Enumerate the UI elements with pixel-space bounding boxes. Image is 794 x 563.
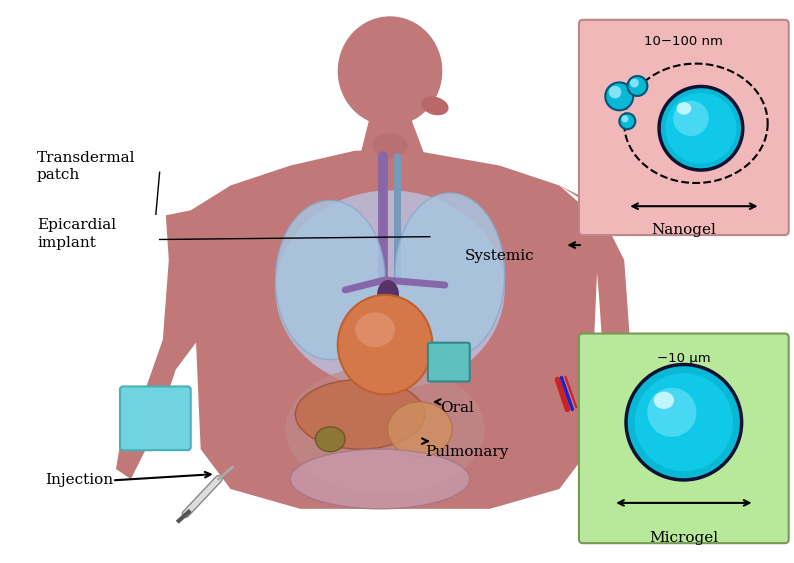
FancyBboxPatch shape — [579, 20, 788, 235]
Ellipse shape — [659, 87, 742, 170]
Text: Systemic: Systemic — [464, 249, 534, 263]
Text: Microgel: Microgel — [649, 531, 718, 545]
Ellipse shape — [295, 379, 425, 449]
Ellipse shape — [291, 449, 470, 509]
Ellipse shape — [285, 365, 484, 494]
Text: −10 μm: −10 μm — [657, 351, 711, 364]
Ellipse shape — [315, 427, 345, 452]
Ellipse shape — [337, 16, 442, 126]
Text: Transdermal
patch: Transdermal patch — [37, 151, 136, 182]
Ellipse shape — [647, 388, 696, 437]
FancyBboxPatch shape — [120, 386, 191, 450]
Ellipse shape — [337, 295, 433, 395]
Circle shape — [619, 113, 635, 129]
Text: Nanogel: Nanogel — [651, 223, 716, 236]
Text: Oral: Oral — [441, 400, 474, 414]
Ellipse shape — [276, 190, 505, 390]
Polygon shape — [360, 116, 425, 155]
Ellipse shape — [377, 280, 399, 310]
Polygon shape — [191, 151, 599, 509]
Text: Injection: Injection — [45, 473, 113, 488]
Ellipse shape — [387, 402, 453, 457]
Circle shape — [627, 76, 647, 96]
Circle shape — [622, 115, 629, 122]
Ellipse shape — [421, 96, 449, 115]
Ellipse shape — [626, 364, 742, 480]
Ellipse shape — [355, 312, 395, 347]
Ellipse shape — [653, 392, 674, 409]
Ellipse shape — [673, 101, 709, 136]
Ellipse shape — [676, 102, 692, 115]
Ellipse shape — [372, 133, 407, 158]
Circle shape — [605, 82, 633, 110]
Ellipse shape — [276, 200, 385, 360]
Text: Epicardial
implant: Epicardial implant — [37, 218, 116, 249]
Circle shape — [609, 86, 622, 99]
FancyBboxPatch shape — [428, 343, 470, 382]
Text: 10−100 nm: 10−100 nm — [644, 35, 723, 48]
Polygon shape — [116, 185, 230, 479]
Circle shape — [630, 78, 639, 87]
Text: Pulmonary: Pulmonary — [425, 445, 508, 459]
Ellipse shape — [634, 373, 733, 471]
Ellipse shape — [395, 193, 505, 357]
FancyBboxPatch shape — [579, 333, 788, 543]
Ellipse shape — [665, 93, 737, 164]
Polygon shape — [560, 185, 634, 459]
